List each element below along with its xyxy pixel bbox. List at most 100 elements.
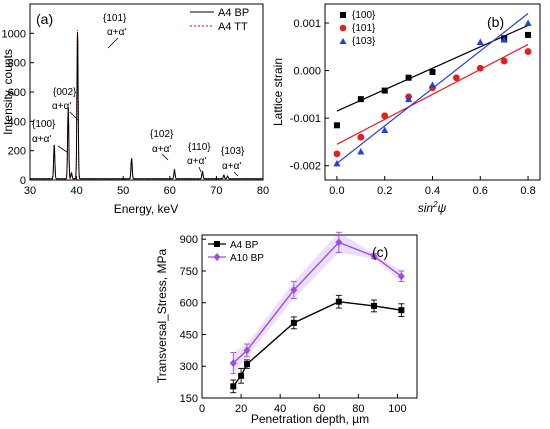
a10-bp-point xyxy=(290,286,298,295)
point-103 xyxy=(500,36,508,43)
peak-103-hkl: {103} xyxy=(221,146,245,157)
a4-bp-point xyxy=(335,298,342,305)
point-103 xyxy=(381,126,389,134)
panel-b-ytick-label: -0.002 xyxy=(290,161,321,173)
panel-c-ytick-label: 150 xyxy=(180,393,198,405)
legend-a4-tt-label: A4 TT xyxy=(218,21,248,33)
peak-110-hkl: {110} xyxy=(188,142,211,153)
point-100 xyxy=(525,31,532,38)
panel-b-xtick-label: 0.6 xyxy=(473,185,488,197)
peak-arrow xyxy=(233,171,239,177)
panel-b-legend: {100} {101} {103} xyxy=(339,10,376,47)
panel-b-ytick-label: 0.001 xyxy=(293,18,321,30)
peak-arrow xyxy=(69,111,79,121)
legend-100-label: {100} xyxy=(352,10,376,21)
peak-002-hkl: {002} xyxy=(53,87,77,98)
point-103 xyxy=(333,159,341,167)
point-101 xyxy=(476,64,484,72)
legend-103-label: {103} xyxy=(352,36,376,47)
point-103 xyxy=(524,19,532,27)
panel-c-ytick-label: 750 xyxy=(180,266,198,278)
panel-a-ylabel: Intensity, counts xyxy=(1,49,15,135)
panel-b-ylabel: Lattice strain xyxy=(271,58,285,126)
panel-a-ytick-label: 600 xyxy=(8,87,26,99)
point-103 xyxy=(476,38,484,46)
panel-b-xtick-label: 0.2 xyxy=(377,185,392,197)
point-100 xyxy=(333,122,340,129)
legend-c-a4-bp-label: A4 BP xyxy=(230,240,259,251)
legend-a4-bp-label: A4 BP xyxy=(218,7,249,19)
point-100 xyxy=(405,74,412,81)
panel-c-ylabel: Transversal_Stress, MPa xyxy=(155,249,169,384)
panel-b-points xyxy=(333,19,532,167)
panel-c-legend: A4 BP A10 BP xyxy=(208,240,264,264)
a4-bp-point xyxy=(230,383,237,390)
panel-a-xtick-label: 40 xyxy=(70,185,82,197)
a10-bp-point xyxy=(370,252,378,261)
peak-100-phase: α+α' xyxy=(32,134,51,145)
legend-a4-bp-marker xyxy=(214,241,220,247)
panel-a-peak-arrows xyxy=(57,37,239,177)
point-101 xyxy=(381,112,389,120)
panel-c-ticks: 0 20 40 60 80 100 150 300 450 600 750 900 xyxy=(180,234,407,415)
panel-c-ytick-label: 900 xyxy=(180,234,198,246)
panel-c-xtick-label: 60 xyxy=(313,403,325,415)
panel-c-ytick-label: 600 xyxy=(180,298,198,310)
peak-110-phase: α+α' xyxy=(187,156,206,167)
panel-a-ytick-label: 400 xyxy=(8,116,26,128)
peak-102-phase: α+α' xyxy=(152,144,171,155)
panel-c-xtick-label: 0 xyxy=(199,403,205,415)
panel-b-ytick-label: 0.000 xyxy=(293,66,321,78)
legend-a10-bp-marker xyxy=(213,253,221,261)
panel-c-label: (c) xyxy=(372,244,388,260)
peak-arrow xyxy=(198,166,202,173)
peak-101-phase: α+α' xyxy=(107,27,126,38)
panel-a-xlabel: Energy, keV xyxy=(114,202,178,216)
point-101 xyxy=(500,57,508,65)
point-101 xyxy=(452,74,460,82)
legend-101-label: {101} xyxy=(352,23,376,34)
point-101 xyxy=(333,150,341,158)
legend-101-marker xyxy=(339,24,347,32)
panel-c-series xyxy=(229,231,405,394)
legend-103-marker xyxy=(339,38,347,44)
peak-101-hkl: {101} xyxy=(103,13,127,24)
panel-a-ytick-label: 1000 xyxy=(2,28,26,40)
panel-c-xtick-label: 40 xyxy=(274,403,286,415)
panel-b-label: (b) xyxy=(487,14,504,30)
a4-bp-point xyxy=(243,361,250,368)
panel-b-xtick-label: 0.8 xyxy=(520,185,535,197)
panel-a-ytick-label: 800 xyxy=(8,58,26,70)
point-100 xyxy=(357,96,364,103)
panel-a-xtick-label: 80 xyxy=(257,185,269,197)
panel-a-xtick-label: 30 xyxy=(24,185,36,197)
panel-c-xtick-label: 20 xyxy=(235,403,247,415)
panel-c-xtick-label: 80 xyxy=(352,403,364,415)
peak-100-hkl: {100} xyxy=(32,119,56,130)
panel-a-label: (a) xyxy=(36,11,53,27)
panel-b-ytick-label: -0.001 xyxy=(290,113,321,125)
panel-a-xtick-label: 60 xyxy=(164,185,176,197)
panel-a-xtick-label: 50 xyxy=(117,185,129,197)
peak-102-hkl: {102} xyxy=(150,129,174,140)
peak-arrow xyxy=(107,37,119,49)
a4-bp-line xyxy=(232,300,402,387)
peak-arrow xyxy=(57,145,68,153)
panel-b-xtick-label: 0.4 xyxy=(425,185,440,197)
a10-bp-point xyxy=(229,359,237,368)
a4-bp-spectrum xyxy=(30,32,263,180)
peak-002-phase: α+α' xyxy=(52,101,71,112)
point-100 xyxy=(381,87,388,94)
a10-bp-point xyxy=(243,346,251,355)
a10-bp-point xyxy=(397,272,405,281)
point-101 xyxy=(357,133,365,141)
peak-arrow xyxy=(161,153,169,161)
a10-bp-line xyxy=(232,241,402,364)
panel-b-xtick-label: 0.0 xyxy=(329,185,344,197)
panel-c-xlabel: Penetration depth, µm xyxy=(251,412,369,426)
panel-c-frame xyxy=(201,234,418,399)
a4-bp-point xyxy=(238,372,245,379)
